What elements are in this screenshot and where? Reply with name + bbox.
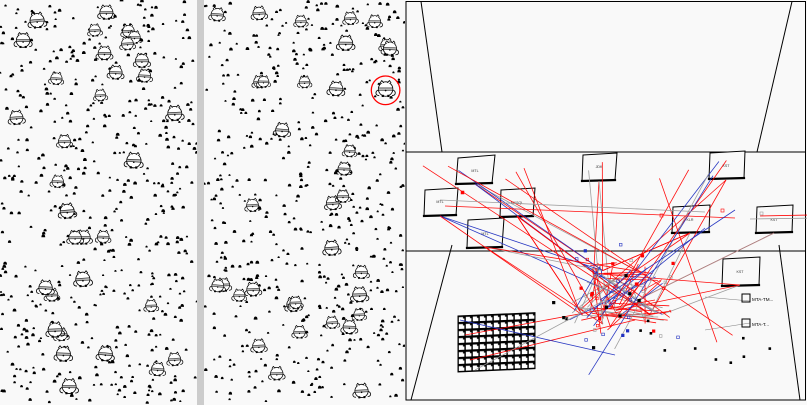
svg-text:KST: KST bbox=[737, 270, 745, 274]
svg-text:MTL: MTL bbox=[471, 169, 478, 173]
svg-text:MTA-T...: MTA-T... bbox=[752, 322, 769, 327]
svg-text:MTL: MTL bbox=[436, 200, 443, 204]
svg-text:JDK: JDK bbox=[596, 165, 603, 169]
svg-text:KLR: KLR bbox=[687, 218, 694, 222]
svg-text:MTL: MTL bbox=[481, 232, 488, 236]
svg-text:MTA-TM...: MTA-TM... bbox=[752, 297, 773, 302]
